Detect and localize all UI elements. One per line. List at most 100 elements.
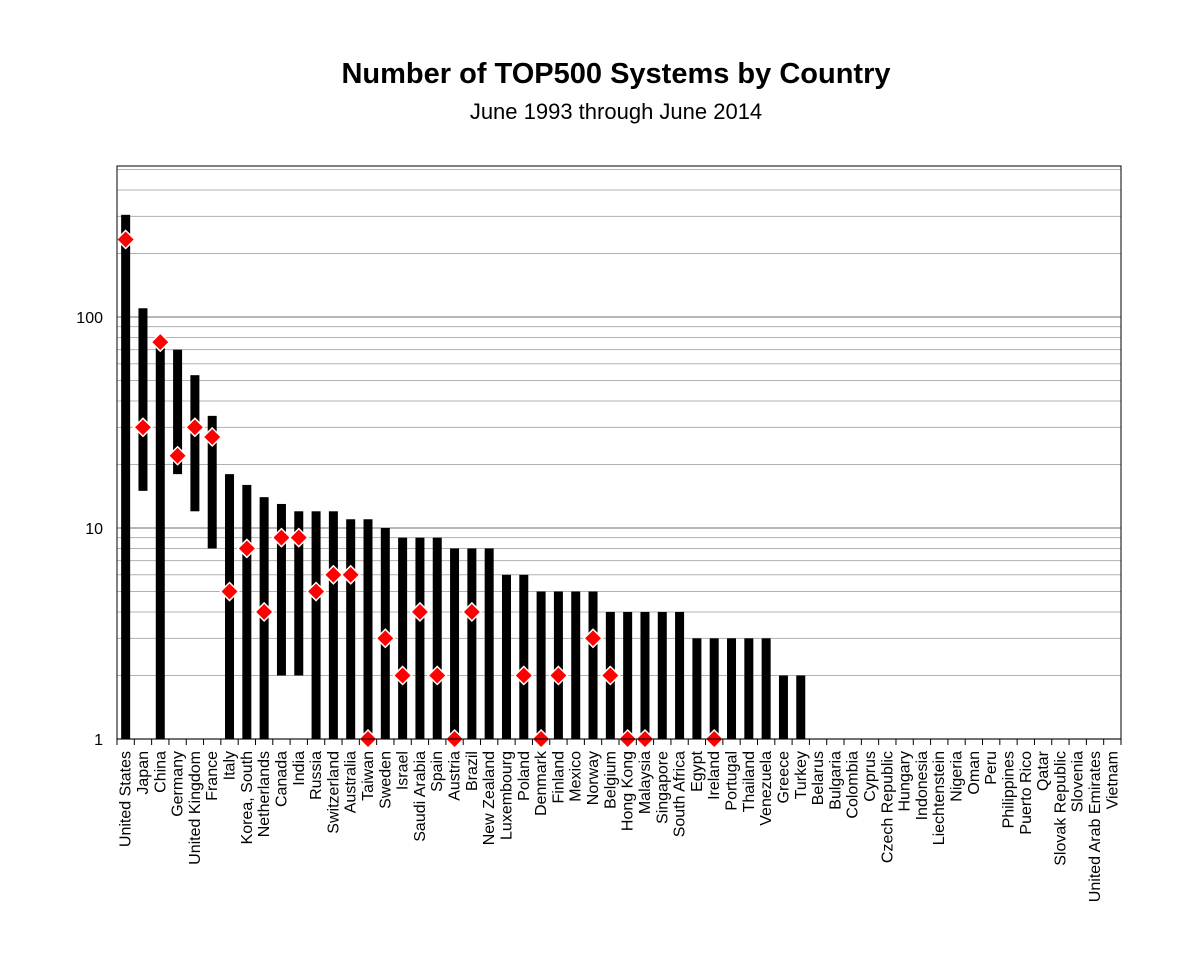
x-tick-label: Sweden: [377, 751, 394, 809]
marker-point: [219, 581, 240, 602]
range-bar: [675, 611, 685, 739]
chart-subtitle: June 1993 through June 2014: [470, 99, 762, 124]
marker-point: [115, 229, 136, 250]
x-tick-label: Egypt: [689, 750, 706, 791]
x-tick-label: China: [152, 751, 169, 793]
marker-point: [548, 665, 569, 686]
range-bar: [450, 548, 460, 739]
x-tick-label: Israel: [395, 751, 412, 790]
range-bar: [553, 591, 563, 739]
x-tick-label: India: [291, 751, 308, 786]
x-tick-label: Vietnam: [1104, 751, 1121, 809]
x-tick-label: Malaysia: [637, 751, 654, 814]
x-tick-label: Poland: [516, 751, 533, 801]
y-tick-label: 10: [85, 521, 103, 538]
range-bar: [692, 638, 702, 739]
range-bar: [276, 503, 286, 676]
x-tick-label: Belarus: [810, 751, 827, 805]
range-bar: [432, 537, 442, 739]
x-tick-label: Austria: [447, 751, 464, 801]
range-bars: [121, 214, 806, 739]
range-bar: [744, 638, 754, 739]
range-bar: [363, 519, 373, 739]
x-tick-label: Cyprus: [862, 751, 879, 802]
x-tick-label: Spain: [429, 751, 446, 792]
range-bar: [346, 519, 356, 739]
marker-point: [132, 417, 154, 438]
range-bar: [190, 375, 200, 512]
range-bar: [328, 511, 338, 739]
x-tick-label: Switzerland: [325, 751, 342, 834]
marker-point: [409, 601, 430, 623]
y-axis-ticks: 1 10 100: [76, 310, 103, 749]
x-tick-label: United Kingdom: [187, 751, 204, 865]
x-tick-label: Korea, South: [239, 751, 256, 844]
marker-point: [271, 527, 292, 548]
x-tick-label: Greece: [775, 751, 792, 804]
x-tick-label: Puerto Rico: [1018, 751, 1035, 835]
x-tick-label: Colombia: [845, 751, 862, 819]
x-axis-ticks: United States Japan China Germany United Kin…: [116, 739, 1122, 902]
marker-point: [513, 665, 534, 686]
x-tick-label: Mexico: [568, 751, 585, 802]
range-bar: [727, 638, 737, 739]
x-tick-label: Thailand: [741, 751, 758, 812]
range-bar: [467, 548, 477, 739]
marker-point: [582, 628, 604, 649]
marker-point: [461, 601, 482, 623]
x-tick-label: Venezuela: [758, 751, 775, 826]
marker-point: [184, 417, 205, 438]
range-bar: [501, 574, 511, 739]
range-bar: [519, 574, 529, 739]
marker-point: [340, 564, 361, 585]
x-tick-label: France: [204, 751, 221, 801]
x-tick-label: Germany: [170, 751, 187, 817]
range-bar: [155, 343, 165, 739]
marker-point: [306, 581, 327, 602]
x-tick-label: Australia: [343, 751, 360, 813]
range-bar: [173, 349, 183, 475]
x-tick-label: United Arab Emirates: [1087, 751, 1104, 902]
x-tick-label: Brazil: [464, 751, 481, 791]
range-bar: [225, 474, 235, 739]
x-tick-label: South Africa: [672, 751, 689, 837]
x-tick-label: Russia: [308, 751, 325, 800]
x-tick-label: Finland: [550, 751, 567, 803]
x-tick-label: Luxembourg: [498, 751, 515, 840]
range-bar: [294, 511, 304, 676]
x-tick-label: New Zealand: [481, 751, 498, 845]
x-tick-label: Netherlands: [256, 751, 273, 837]
range-bar: [571, 591, 581, 739]
x-tick-label: Singapore: [654, 751, 671, 824]
marker-point: [202, 426, 223, 448]
chart-title: Number of TOP500 Systems by Country: [341, 58, 890, 90]
x-tick-label: Taiwan: [360, 751, 377, 801]
x-tick-label: Ireland: [706, 751, 723, 800]
range-bar: [398, 537, 408, 739]
x-tick-label: Bulgaria: [827, 751, 844, 810]
x-tick-label: Indonesia: [914, 751, 931, 820]
range-bar: [796, 675, 806, 739]
marker-point: [150, 332, 171, 353]
marker-point: [167, 445, 188, 466]
x-tick-label: Oman: [966, 751, 983, 795]
x-tick-label: Nigeria: [949, 751, 966, 802]
range-bar: [761, 638, 771, 739]
range-bar: [242, 484, 252, 739]
range-bar: [623, 611, 633, 739]
range-bar: [121, 214, 131, 739]
range-bar: [709, 638, 719, 739]
marker-point: [288, 527, 309, 548]
range-bar: [640, 611, 650, 739]
x-tick-label: Turkey: [793, 751, 810, 799]
x-tick-label: Qatar: [1035, 750, 1052, 791]
range-bar: [207, 415, 217, 549]
x-tick-label: Denmark: [533, 750, 550, 816]
x-tick-label: Japan: [135, 751, 152, 795]
marker-point: [427, 665, 448, 686]
x-tick-label: Liechtenstein: [931, 751, 948, 845]
x-tick-label: Portugal: [724, 751, 741, 811]
marker-point: [392, 665, 413, 686]
x-tick-label: Norway: [585, 751, 602, 805]
range-bar: [138, 308, 148, 491]
